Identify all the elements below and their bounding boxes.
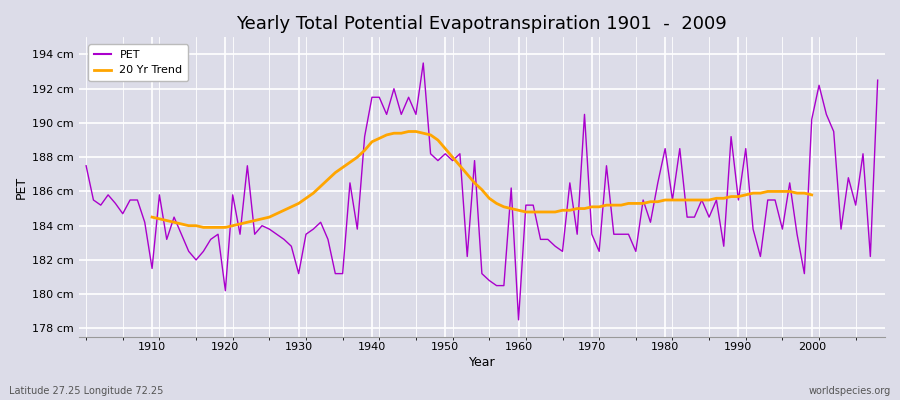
Text: worldspecies.org: worldspecies.org <box>809 386 891 396</box>
Text: Latitude 27.25 Longitude 72.25: Latitude 27.25 Longitude 72.25 <box>9 386 164 396</box>
Title: Yearly Total Potential Evapotranspiration 1901  -  2009: Yearly Total Potential Evapotranspiratio… <box>237 15 727 33</box>
Y-axis label: PET: PET <box>15 176 28 199</box>
Legend: PET, 20 Yr Trend: PET, 20 Yr Trend <box>88 44 188 81</box>
X-axis label: Year: Year <box>469 356 495 369</box>
